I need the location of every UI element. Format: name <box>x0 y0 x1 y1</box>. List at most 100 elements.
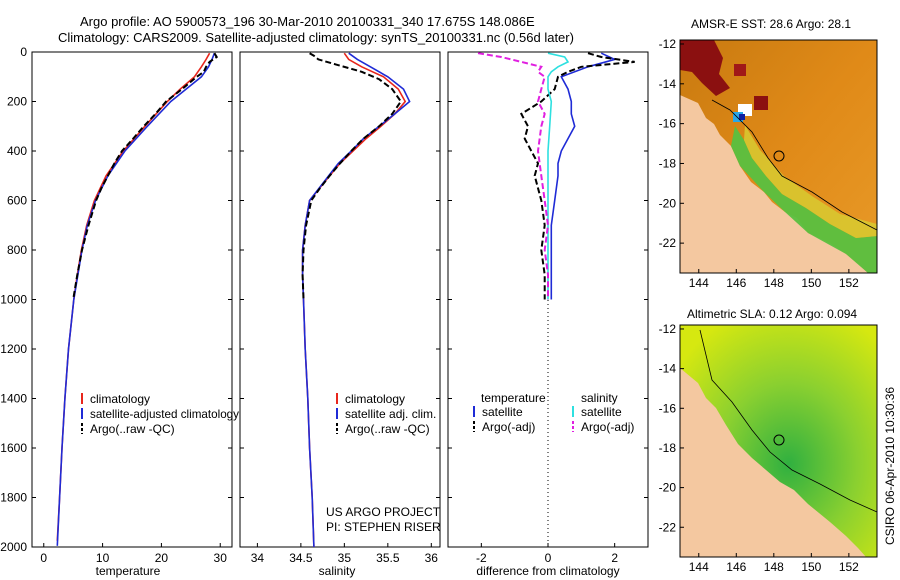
project-label: US ARGO PROJECT <box>326 505 441 519</box>
legend-label-satellite-adjusted: satellite-adjusted climatology <box>90 407 239 421</box>
series-satellite-adjusted-climatology <box>56 52 216 546</box>
lat-tick-label: -20 <box>659 481 677 495</box>
x-tick-label: 36 <box>425 551 439 565</box>
lat-tick-label: -18 <box>659 441 677 455</box>
lon-tick-label: 144 <box>689 276 709 290</box>
depth-tick-label: 1600 <box>0 441 27 455</box>
sla-map <box>679 324 878 558</box>
figure-title-line2: Climatology: CARS2009. Satellite-adjuste… <box>58 30 574 45</box>
series-salinity-argo-adj- <box>477 52 550 300</box>
legend-header-salinity: salinity <box>581 391 618 405</box>
sst-cold-core <box>739 114 745 120</box>
x-tick-label: 10 <box>96 551 110 565</box>
lon-tick-label: 148 <box>764 560 784 574</box>
x-tick-label: 20 <box>155 551 169 565</box>
figure-title-line1: Argo profile: AO 5900573_196 30-Mar-2010… <box>80 14 535 29</box>
difference-lines <box>477 52 635 300</box>
lat-tick-label: -22 <box>659 236 677 250</box>
lat-tick-label: -12 <box>659 322 677 336</box>
legend-label-argo: Argo(..raw -QC) <box>90 422 175 436</box>
map-tick-layer: 144 146 148 150 152 -12 -14 -16 -18 -20 -22 144 146 1… <box>659 37 860 574</box>
depth-tick-label: 200 <box>7 95 27 109</box>
legend-label-sal-argo: Argo(..raw -QC) <box>345 422 430 436</box>
sla-map-frame <box>679 324 878 558</box>
difference-legend: temperature salinity satellite Argo(-adj… <box>473 391 634 434</box>
lon-tick-label: 144 <box>689 560 709 574</box>
sst-cold-patch <box>733 112 743 122</box>
temperature-axes <box>31 51 233 548</box>
x-tick-label: 34 <box>251 551 265 565</box>
sst-map-frame <box>679 39 878 274</box>
series-temperature-argo-adj- <box>519 52 635 300</box>
sst-hot-spot-2 <box>734 64 746 76</box>
lat-tick-label: -12 <box>659 37 677 51</box>
credit-label: CSIRO 06-Apr-2010 10:30:36 <box>883 387 897 545</box>
depth-tick-label: 1800 <box>0 491 27 505</box>
lat-tick-label: -18 <box>659 156 677 170</box>
lat-tick-label: -16 <box>659 401 677 415</box>
lon-tick-label: 150 <box>801 276 821 290</box>
series-temperature-satellite <box>550 52 618 300</box>
legend-label-sal-satellite: satellite adj. clim. <box>345 407 436 421</box>
x-tick-label: 0 <box>40 551 47 565</box>
lat-tick-label: -14 <box>659 77 677 91</box>
difference-xlabel: difference from climatology <box>476 564 619 578</box>
depth-tick-label: 1000 <box>0 293 27 307</box>
salinity-lines <box>301 52 411 547</box>
depth-tick-label: 2000 <box>0 540 27 554</box>
legend-label-temp-satellite: satellite <box>482 405 523 419</box>
lat-tick-label: -22 <box>659 520 677 534</box>
x-tick-label: -2 <box>476 551 487 565</box>
lat-tick-label: -16 <box>659 117 677 131</box>
sst-warm-patch <box>680 40 730 96</box>
depth-tick-label: 1400 <box>0 392 27 406</box>
sst-shelf-contour <box>711 99 878 231</box>
lon-tick-label: 150 <box>801 560 821 574</box>
legend-label-temp-argo: Argo(-adj) <box>482 420 535 434</box>
sst-yellow-band <box>744 125 877 238</box>
depth-tick-label: 400 <box>7 144 27 158</box>
legend-label-climatology: climatology <box>90 392 150 406</box>
depth-tick-label: 800 <box>7 243 27 257</box>
sla-land <box>680 368 866 557</box>
pi-label: PI: STEPHEN RISER <box>326 520 441 534</box>
series-climatology <box>56 52 211 541</box>
temperature-lines <box>56 52 219 546</box>
x-tick-label: 30 <box>214 551 228 565</box>
depth-tick-label: 0 <box>20 45 27 59</box>
depth-tick-label: 600 <box>7 194 27 208</box>
sst-map <box>679 39 878 274</box>
sla-shelf-contour <box>699 329 878 513</box>
lon-tick-label: 152 <box>839 276 859 290</box>
salinity-axes <box>239 51 441 548</box>
x-tick-label: 34.5 <box>289 551 313 565</box>
sla-argo-marker <box>773 434 785 446</box>
x-tick-label: 0 <box>545 551 552 565</box>
salinity-legend: climatology satellite adj. clim. Argo(..… <box>336 392 436 436</box>
series-salinity-satellite <box>547 52 570 300</box>
lat-tick-label: -14 <box>659 362 677 376</box>
series-argo-raw-qc- <box>301 52 403 300</box>
sst-cool-band <box>731 126 877 273</box>
temperature-xlabel: temperature <box>96 564 161 578</box>
series-climatology <box>301 52 407 547</box>
sla-map-title: Altimetric SLA: 0.12 Argo: 0.094 <box>687 307 857 321</box>
lon-tick-label: 152 <box>839 560 859 574</box>
depth-tick-label: 1200 <box>0 342 27 356</box>
lon-tick-label: 146 <box>726 560 746 574</box>
lon-tick-label: 146 <box>726 276 746 290</box>
series-argo-raw-qc- <box>72 52 219 300</box>
sst-map-title: AMSR-E SST: 28.6 Argo: 28.1 <box>691 17 851 31</box>
sst-hot-spot <box>754 96 768 110</box>
legend-label-sal-climatology: climatology <box>345 392 405 406</box>
legend-header-temperature: temperature <box>481 391 546 405</box>
legend-label-sal-argo-diff: Argo(-adj) <box>581 420 634 434</box>
lon-tick-label: 148 <box>764 276 784 290</box>
salinity-xlabel: salinity <box>319 564 356 578</box>
x-tick-label: 2 <box>611 551 618 565</box>
lat-tick-label: -20 <box>659 196 677 210</box>
legend-label-sal-satellite-diff: satellite <box>581 405 622 419</box>
x-tick-label: 35.5 <box>376 551 400 565</box>
